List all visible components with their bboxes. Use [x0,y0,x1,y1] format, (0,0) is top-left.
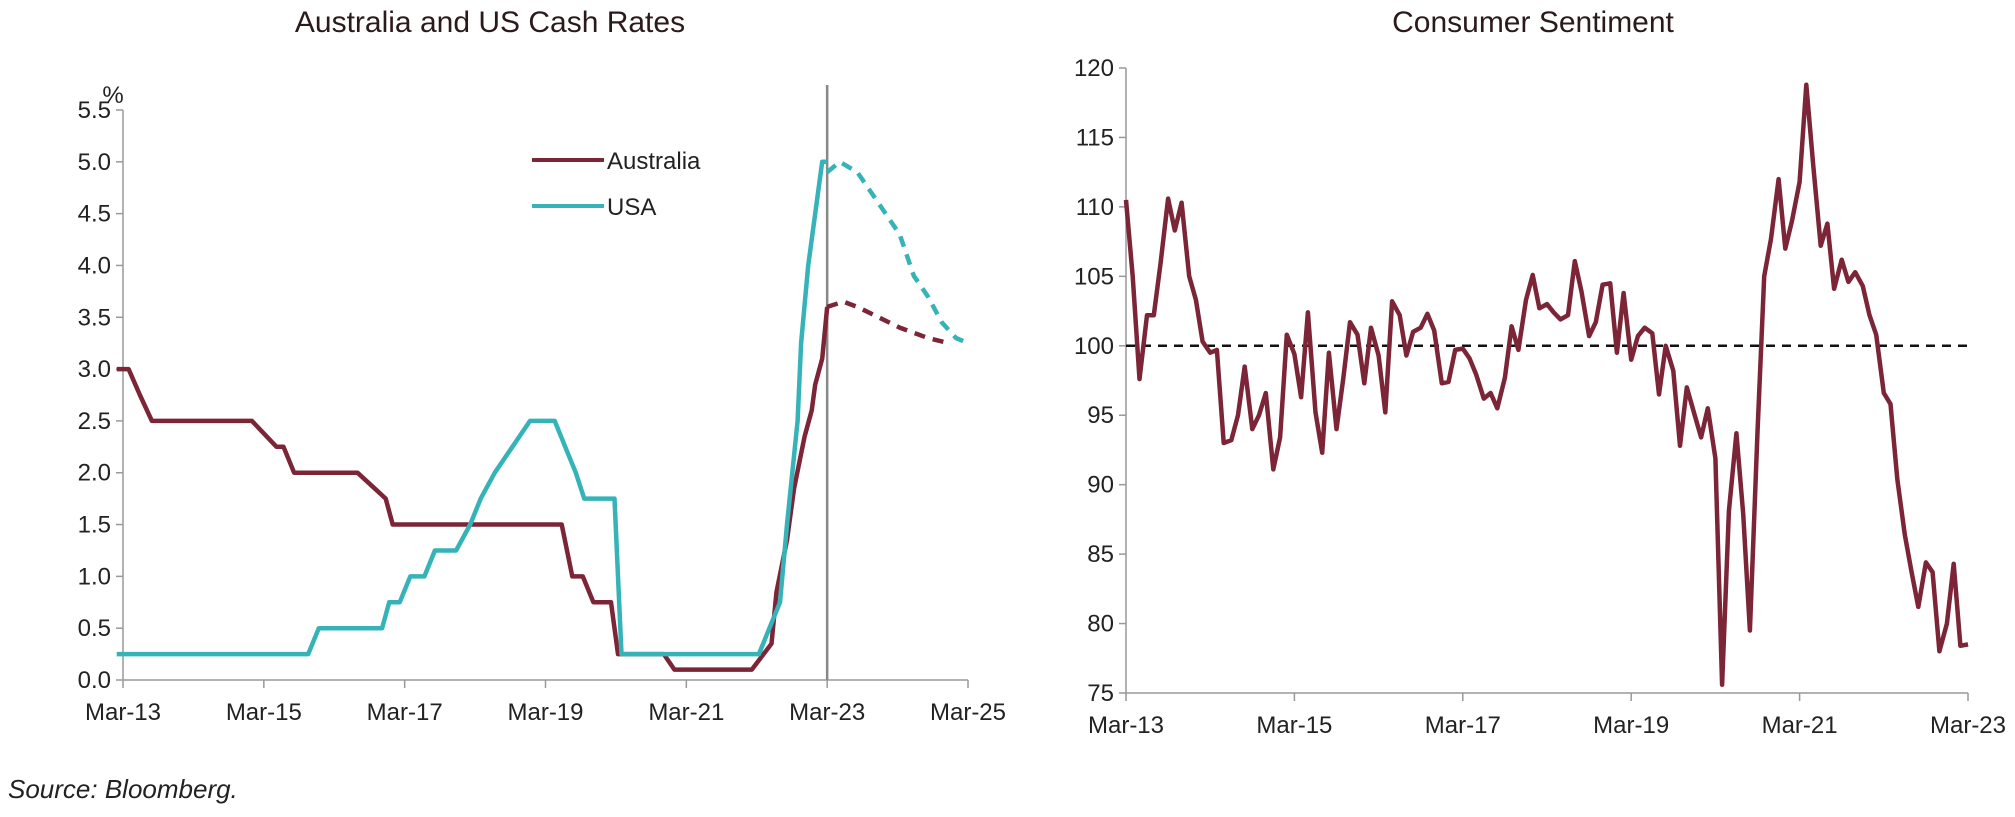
cash-rates-y-axis: 0.0 0.5 1.0 1.5 2.0 2.5 3.0 3.5 4.0 4.5 5.0 5.5 [78,97,123,694]
x-tick-label: Mar-17 [367,699,443,726]
y-tick-label: 2.5 [78,408,111,435]
y-tick-label: 4.5 [78,201,111,228]
x-tick-label: Mar-21 [648,699,724,726]
y-tick-label: 75 [1087,680,1114,707]
y-tick-label: 80 [1087,611,1114,638]
x-tick-label: Mar-15 [226,699,302,726]
y-tick-label: 110 [1076,194,1114,221]
x-tick-label: Mar-25 [930,699,1006,726]
y-tick-label: 100 [1074,333,1114,360]
sentiment-y-axis: 75 80 85 90 95 100 105 110 115 120 [1074,55,1126,707]
legend-label-usa: USA [607,194,656,221]
source-note: Source: Bloomberg. [8,774,238,804]
series-line-australia [116,306,830,672]
y-tick-label: 115 [1076,124,1114,151]
x-tick-label: Mar-21 [1762,712,1838,739]
y-tick-label: 85 [1087,541,1114,568]
y-tick-label: 5.5 [78,97,111,124]
cash-rates-x-axis: Mar-13 Mar-15 Mar-17 Mar-19 Mar-21 Mar-23 Mar-… [85,680,1006,726]
y-tick-label: 1.5 [78,512,111,539]
x-tick-label: Mar-15 [1256,712,1332,739]
y-tick-label: 120 [1074,55,1114,82]
x-tick-label: Mar-19 [507,699,583,726]
y-tick-label: 95 [1087,402,1114,429]
consumer-sentiment-chart: Consumer Sentiment 75 80 85 90 95 100 105 110 11… [1074,6,2006,739]
series-line-australia-forecast [826,299,950,346]
x-tick-label: Mar-23 [789,699,865,726]
y-tick-label: 2.0 [78,460,111,487]
sentiment-x-axis: Mar-13 Mar-15 Mar-17 Mar-19 Mar-21 Mar-23 [1088,693,2006,739]
series-line-usa [116,159,828,657]
y-tick-label: 105 [1074,263,1114,290]
y-tick-label: 3.0 [78,356,111,383]
series-line-consumer-sentiment [1123,82,1969,687]
y-tick-label: 4.0 [78,252,111,279]
y-tick-label: 3.5 [78,304,111,331]
cash-rates-series [116,159,969,672]
y-tick-label: 1.0 [78,563,111,590]
series-line-usa-forecast [825,159,969,346]
consumer-sentiment-title: Consumer Sentiment [1392,6,1674,39]
y-tick-label: 90 [1087,472,1114,499]
x-tick-label: Mar-23 [1930,712,2006,739]
x-tick-label: Mar-17 [1425,712,1501,739]
cash-rates-title: Australia and US Cash Rates [295,6,685,39]
legend-label-australia: Australia [607,148,701,175]
cash-rates-legend: Australia USA [532,148,701,221]
cash-rates-y-unit: % [102,82,123,109]
x-tick-label: Mar-19 [1593,712,1669,739]
cash-rates-chart: Australia and US Cash Rates 0.0 0.5 1.0 1.5… [78,6,1006,726]
sentiment-series [1123,82,1969,687]
x-tick-label: Mar-13 [1088,712,1164,739]
y-tick-label: 5.0 [78,149,111,176]
y-tick-label: 0.5 [78,615,111,642]
x-tick-label: Mar-13 [85,699,161,726]
y-tick-label: 0.0 [78,667,111,694]
